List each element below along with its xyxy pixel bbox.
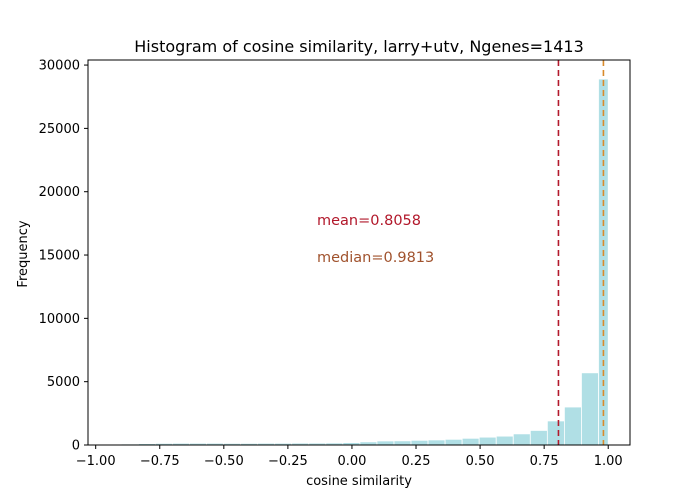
histogram-bar [546, 420, 565, 446]
x-tick-label: −1.00 [76, 454, 116, 469]
y-tick-label: 20000 [39, 185, 80, 200]
annotations: mean=0.8058 median=0.9813 [317, 213, 434, 266]
histogram-bar [563, 406, 582, 446]
chart-title: Histogram of cosine similarity, larry+ut… [134, 37, 584, 56]
y-tick-label: 30000 [39, 59, 80, 74]
x-tick-label: 0.25 [402, 454, 431, 469]
histogram-bar [444, 438, 463, 446]
x-tick-label: 1.00 [594, 454, 623, 469]
x-tick-label: −0.75 [140, 454, 180, 469]
histogram-bar [512, 433, 531, 446]
histogram-bar [376, 440, 395, 446]
y-tick-label: 10000 [39, 312, 80, 327]
y-tick-label: 25000 [39, 122, 80, 137]
x-tick-label: −0.50 [204, 454, 244, 469]
x-tick-label: 0.75 [530, 454, 559, 469]
x-tick-label: 0.00 [337, 454, 366, 469]
histogram-bar [461, 437, 480, 446]
median-annotation: median=0.9813 [317, 250, 434, 266]
histogram-bar [410, 439, 429, 446]
histogram-bar [393, 440, 412, 446]
x-axis-label: cosine similarity [306, 474, 412, 489]
histogram-bar [581, 372, 599, 446]
plot-frame [87, 59, 631, 446]
mean-annotation: mean=0.8058 [317, 213, 421, 229]
x-axis-ticks: −1.00 −0.75 −0.50 −0.25 0.00 0.25 0.50 0.75 1.00 [76, 445, 623, 469]
y-tick-label: 15000 [39, 249, 80, 264]
y-tick-label: 5000 [47, 375, 80, 390]
histogram-bar [529, 430, 548, 446]
x-tick-label: −0.25 [268, 454, 308, 469]
y-axis-label: Frequency [16, 220, 31, 287]
x-tick-label: 0.50 [466, 454, 495, 469]
reference-lines [557, 60, 605, 445]
y-tick-label: 0 [72, 439, 80, 454]
histogram-bar [495, 435, 514, 446]
histogram-bar [427, 439, 446, 446]
y-axis-ticks: 0 5000 10000 15000 20000 25000 30000 [39, 59, 88, 454]
histogram-bar [478, 436, 497, 446]
